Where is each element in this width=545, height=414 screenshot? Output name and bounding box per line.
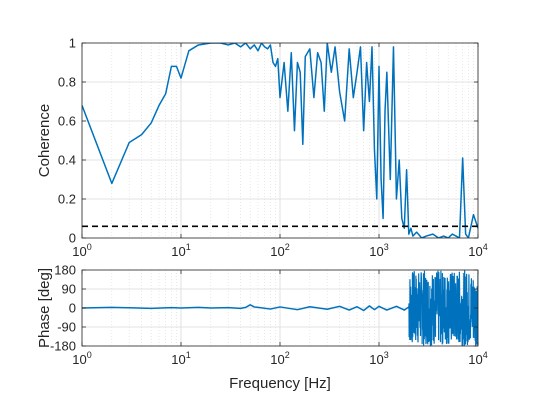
phase-y-tick-label: -180 [50, 339, 76, 354]
coherence-x-tick-label: 104 [468, 242, 487, 259]
coherence-x-tick-label: 102 [270, 242, 289, 259]
coherence-x-tick-label: 101 [171, 242, 190, 259]
coherence-x-tick-label: 100 [72, 242, 91, 259]
phase-y-axis-label: Phase [deg] [36, 268, 53, 348]
coherence-series-group [82, 43, 478, 238]
phase-y-tick-label: 90 [62, 282, 76, 297]
phase-series-line [82, 304, 410, 312]
phase-x-tick-label: 102 [270, 350, 289, 367]
phase-x-axis-label: Frequency [Hz] [229, 375, 331, 392]
coherence-x-tick-label: 103 [369, 242, 388, 259]
coherence-y-tick-label: 0.6 [58, 114, 76, 129]
coherence-y-tick-label: 0.8 [58, 75, 76, 90]
phase-y-tick-label: -90 [57, 320, 76, 335]
coherence-y-tick-label: 0.2 [58, 192, 76, 207]
phase-series-noise [408, 270, 478, 346]
phase-y-tick-label: 0 [69, 301, 76, 316]
phase-x-tick-label: 104 [468, 350, 487, 367]
phase-y-tick-label: 180 [54, 263, 76, 278]
coherence-y-axis-label: Coherence [36, 104, 53, 177]
phase-x-tick-label: 103 [369, 350, 388, 367]
coherence-y-tick-label: 0.4 [58, 153, 76, 168]
phase-x-tick-label: 100 [72, 350, 91, 367]
coherence-y-tick-label: 1 [69, 36, 76, 51]
coherence-series-line [82, 43, 478, 238]
phase-x-tick-label: 101 [171, 350, 190, 367]
phase-series-group [82, 270, 478, 346]
coherence-panel: 100 101 102 103 104 0 0.2 0.4 0.6 0.8 1 Coherence [36, 36, 488, 260]
coherence-y-tick-label: 0 [69, 231, 76, 246]
